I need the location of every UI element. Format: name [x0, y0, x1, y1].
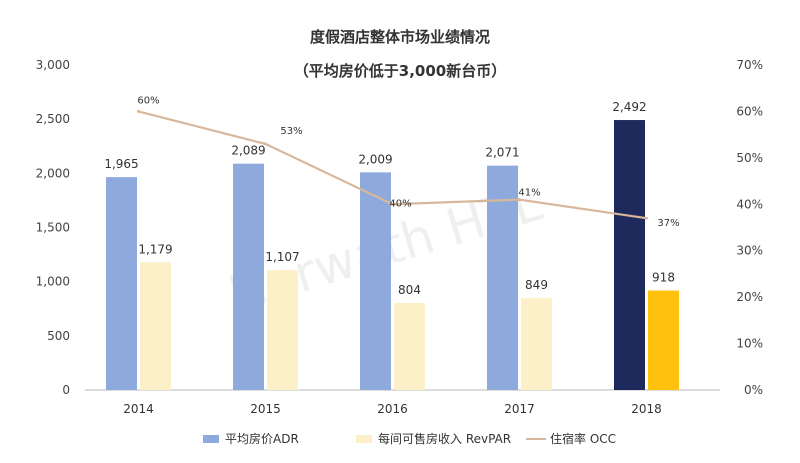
left-axis: 0 500 1,000 1,500 2,000 2,500 3,000: [36, 58, 70, 397]
legend-label: 平均房价ADR: [225, 431, 299, 446]
right-tick-label: 20%: [736, 290, 763, 304]
legend: 平均房价ADR 每间可售房收入 RevPAR 住宿率 OCC: [203, 431, 616, 446]
adr-bar: [233, 163, 264, 390]
revpar-bar: [267, 270, 298, 390]
occ-point: [518, 198, 521, 202]
adr-data-label: 2,089: [231, 144, 265, 158]
right-tick-label: 30%: [736, 244, 763, 258]
revpar-bar: [648, 290, 679, 390]
legend-swatch: [203, 435, 219, 443]
right-tick-label: 10%: [736, 337, 763, 351]
category-label: 2014: [123, 402, 154, 416]
category-label: 2016: [377, 402, 408, 416]
category-label: 2018: [631, 402, 662, 416]
left-tick-label: 500: [47, 329, 70, 343]
left-tick-label: 2,000: [36, 166, 70, 180]
revpar-bar: [140, 262, 171, 390]
left-tick-label: 1,000: [36, 275, 70, 289]
chart-title: 度假酒店整体市场业绩情况: [310, 28, 490, 46]
occ-data-label: 40%: [389, 198, 411, 209]
occ-point: [645, 216, 648, 220]
bars: 1,965 2,089 2,009 2,071 2,492 1,179 1,107 804 84…: [104, 100, 679, 391]
right-tick-label: 0%: [744, 383, 763, 397]
occ-data-label: 41%: [518, 188, 540, 199]
left-tick-label: 3,000: [36, 58, 70, 72]
left-tick-label: 1,500: [36, 221, 70, 235]
revpar-data-label: 1,107: [265, 250, 299, 264]
adr-bar: [106, 177, 137, 390]
revpar-data-label: 804: [398, 283, 421, 297]
legend-label: 每间可售房收入 RevPAR: [378, 431, 511, 446]
adr-data-label: 2,009: [358, 152, 392, 166]
left-tick-label: 0: [62, 383, 70, 397]
occ-point: [137, 109, 140, 113]
category-labels: 2014 2015 2016 2017 2018: [123, 402, 662, 416]
right-tick-label: 40%: [736, 197, 763, 211]
right-axis: 0% 10% 20% 30% 40% 50% 60% 70%: [736, 58, 763, 397]
occ-data-label: 60%: [137, 95, 159, 106]
revpar-bar: [521, 298, 552, 390]
adr-bar: [360, 172, 391, 390]
occ-data-label: 37%: [657, 218, 679, 229]
occupancy-line: 60% 53% 40% 41% 37%: [137, 95, 680, 229]
legend-label: 住宿率 OCC: [550, 431, 616, 446]
occ-data-label: 53%: [280, 126, 302, 137]
occ-point: [391, 202, 394, 206]
category-label: 2017: [504, 402, 535, 416]
right-tick-label: 50%: [736, 151, 763, 165]
revpar-data-label: 1,179: [138, 242, 172, 256]
legend-swatch: [356, 435, 372, 443]
adr-data-label: 2,492: [612, 100, 646, 114]
revpar-data-label: 918: [652, 271, 675, 285]
adr-bar: [487, 165, 518, 390]
adr-data-label: 1,965: [104, 157, 138, 171]
right-tick-label: 70%: [736, 58, 763, 72]
adr-data-label: 2,071: [485, 146, 519, 160]
revpar-data-label: 849: [525, 278, 548, 292]
chart-subtitle: （平均房价低于3,000新台币）: [294, 62, 506, 80]
left-tick-label: 2,500: [36, 112, 70, 126]
occ-point: [264, 142, 267, 146]
adr-bar: [614, 120, 645, 391]
revpar-bar: [394, 302, 425, 390]
category-label: 2015: [250, 402, 281, 416]
right-tick-label: 60%: [736, 104, 763, 118]
